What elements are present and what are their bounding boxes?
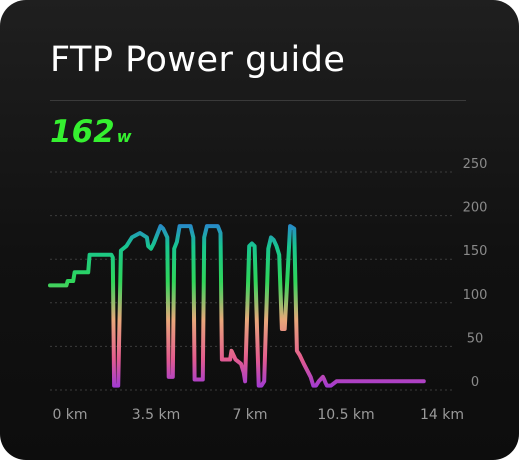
grid-layer xyxy=(50,171,452,391)
card-title: FTP Power guide xyxy=(50,40,346,80)
current-power-unit: w xyxy=(116,127,132,146)
title-divider xyxy=(50,100,466,101)
y-tick-label: 150 xyxy=(463,244,488,259)
x-tick-label: 3.5 km xyxy=(132,407,180,423)
y-tick-label: 0 xyxy=(471,375,479,390)
power-series-line xyxy=(48,224,426,388)
x-tick-label: 7 km xyxy=(232,407,267,423)
x-tick-label: 10.5 km xyxy=(317,407,374,423)
current-power-readout: 162 w xyxy=(50,114,132,150)
x-axis-ticks: 0 km 3.5 km 7 km 10.5 km 14 km xyxy=(52,407,464,423)
series-layer xyxy=(48,224,426,388)
x-tick-label: 0 km xyxy=(52,407,87,423)
y-tick-label: 100 xyxy=(463,288,488,303)
y-axis-ticks: 250 200 150 100 50 0 xyxy=(463,157,488,390)
y-tick-label: 250 xyxy=(463,157,488,172)
current-power-value: 162 xyxy=(50,114,115,150)
y-tick-label: 50 xyxy=(467,331,484,346)
x-tick-label: 14 km xyxy=(420,407,464,423)
y-tick-label: 200 xyxy=(463,201,488,216)
